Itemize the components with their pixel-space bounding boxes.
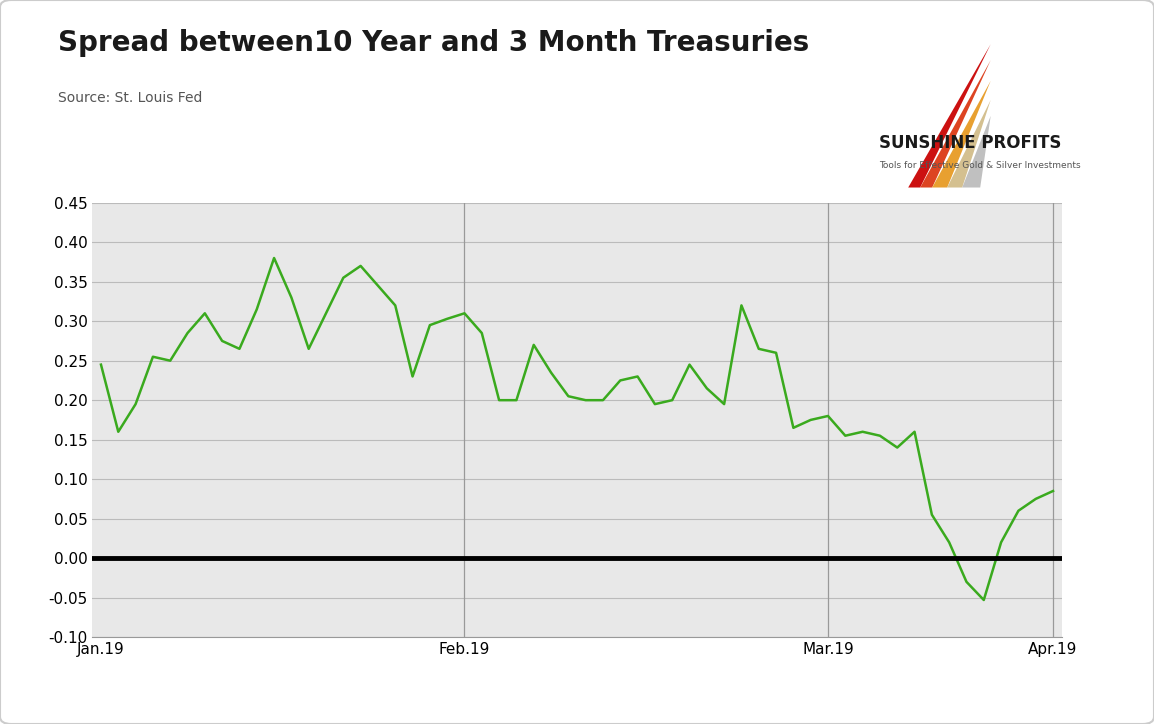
Text: Spread between​10 Year and 3 Month Treasuries: Spread between​10 Year and 3 Month Treas… <box>58 29 809 57</box>
Polygon shape <box>962 116 990 188</box>
Text: SUNSHINE PROFITS: SUNSHINE PROFITS <box>879 134 1062 152</box>
Text: Tools for Effective Gold & Silver Investments: Tools for Effective Gold & Silver Invest… <box>879 161 1081 169</box>
Polygon shape <box>932 81 990 188</box>
Text: Source: St. Louis Fed: Source: St. Louis Fed <box>58 90 202 104</box>
Polygon shape <box>920 60 990 188</box>
Polygon shape <box>908 44 990 188</box>
Polygon shape <box>947 100 990 188</box>
